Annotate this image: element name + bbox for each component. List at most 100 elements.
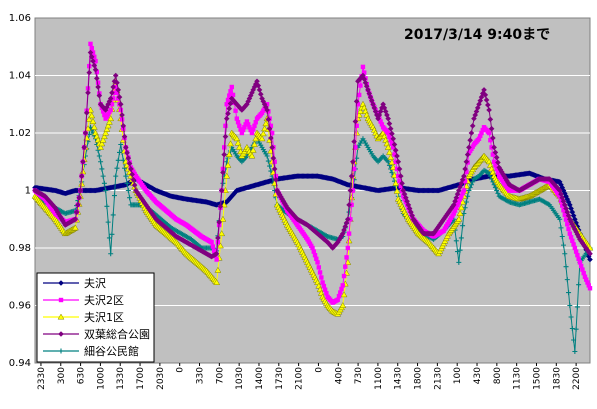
data-point <box>100 173 106 179</box>
data-point <box>576 282 582 288</box>
data-point <box>220 201 228 208</box>
data-point <box>492 185 498 191</box>
data-point <box>129 171 135 178</box>
data-point <box>466 188 472 193</box>
data-point <box>124 149 130 156</box>
data-point <box>336 293 342 299</box>
data-point <box>255 82 262 89</box>
data-point <box>458 235 464 241</box>
data-point <box>228 148 234 154</box>
x-tick-label: 1830 <box>552 367 562 390</box>
data-point <box>493 154 500 161</box>
data-point <box>362 70 367 75</box>
x-tick-label: 1700 <box>136 367 146 390</box>
data-point <box>372 108 379 115</box>
data-point <box>566 226 571 232</box>
data-point <box>495 170 501 175</box>
data-point <box>111 193 117 199</box>
data-point <box>227 93 232 98</box>
data-point <box>125 188 131 193</box>
legend-marker <box>58 331 64 337</box>
data-point <box>226 105 233 112</box>
data-point <box>456 187 462 194</box>
data-point <box>391 141 398 148</box>
data-point <box>131 182 138 188</box>
data-point <box>249 89 255 96</box>
x-tick-label: 2200 <box>572 367 582 390</box>
data-point <box>95 84 101 90</box>
data-point <box>319 275 324 280</box>
x-tick-label: 1100 <box>374 367 384 390</box>
data-point <box>118 142 124 147</box>
data-point <box>99 136 107 143</box>
y-tick-label: 1.06 <box>9 13 31 24</box>
data-point <box>572 216 578 223</box>
data-point <box>559 194 566 201</box>
data-point <box>459 176 466 183</box>
data-point <box>404 198 410 205</box>
data-point <box>469 123 476 129</box>
legend-marker <box>58 280 64 286</box>
data-point <box>577 260 583 265</box>
data-point <box>108 107 113 113</box>
x-tick-label: 400 <box>334 367 344 384</box>
data-point <box>456 199 462 205</box>
data-point <box>121 133 128 140</box>
data-point <box>216 219 222 225</box>
data-point <box>380 101 386 108</box>
data-point <box>467 137 473 143</box>
data-point <box>80 158 86 165</box>
data-point <box>386 120 393 127</box>
data-point <box>492 149 499 156</box>
data-point <box>102 129 110 136</box>
data-point <box>568 235 574 240</box>
data-point <box>312 252 318 258</box>
data-point <box>505 179 511 186</box>
data-point <box>488 125 495 132</box>
data-point <box>77 187 84 194</box>
data-point <box>494 188 500 193</box>
data-point <box>82 130 89 136</box>
data-point <box>251 127 256 132</box>
data-point <box>387 134 392 139</box>
data-point <box>253 120 258 125</box>
data-point <box>560 198 567 205</box>
data-point <box>254 78 260 85</box>
data-point <box>384 112 390 118</box>
data-point <box>355 102 361 107</box>
data-point <box>109 102 115 107</box>
data-point <box>574 223 581 230</box>
data-point <box>124 180 130 186</box>
data-point <box>259 130 267 137</box>
data-point <box>385 115 391 122</box>
data-point <box>563 217 569 222</box>
x-tick-label: 2030 <box>156 367 166 390</box>
legend-item: 細谷公民館 <box>43 344 139 358</box>
data-point <box>85 115 93 122</box>
data-point <box>115 87 122 93</box>
data-point <box>265 116 272 123</box>
data-point <box>243 122 248 127</box>
data-point <box>322 287 328 292</box>
data-point <box>264 107 270 113</box>
legend-label: 夫沢 <box>84 276 106 290</box>
data-point <box>456 209 464 216</box>
x-tick-label: 430 <box>473 367 483 384</box>
data-point <box>559 184 566 191</box>
data-point <box>560 187 567 194</box>
data-point <box>455 215 463 222</box>
data-point <box>483 97 490 103</box>
data-point <box>78 173 85 179</box>
data-point <box>463 199 469 205</box>
data-point <box>118 107 123 113</box>
data-point <box>108 251 114 257</box>
data-point <box>346 202 352 208</box>
data-point <box>84 125 92 132</box>
data-point <box>569 326 575 331</box>
data-point <box>311 249 316 254</box>
y-tick-label: 0.94 <box>9 358 31 369</box>
data-point <box>468 182 474 188</box>
data-point <box>351 138 357 145</box>
